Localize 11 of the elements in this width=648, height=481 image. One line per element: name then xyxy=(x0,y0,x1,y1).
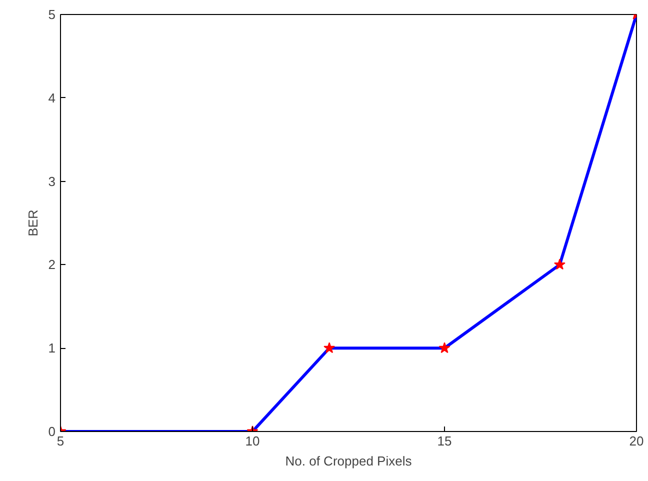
x-tick-label: 15 xyxy=(437,434,452,448)
y-tick-label: 1 xyxy=(48,340,56,356)
y-axis-title: BER xyxy=(25,210,40,236)
y-tick-label: 2 xyxy=(48,257,56,272)
x-tick-label: 20 xyxy=(629,434,644,448)
y-tick-label: 5 xyxy=(48,7,56,22)
x-axis-title: No. of Cropped Pixels xyxy=(285,454,412,468)
y-tick-label: 0 xyxy=(48,424,56,439)
y-tick-label: 4 xyxy=(48,90,56,106)
x-tick-label: 10 xyxy=(245,434,260,448)
y-tick-label: 3 xyxy=(48,174,56,189)
